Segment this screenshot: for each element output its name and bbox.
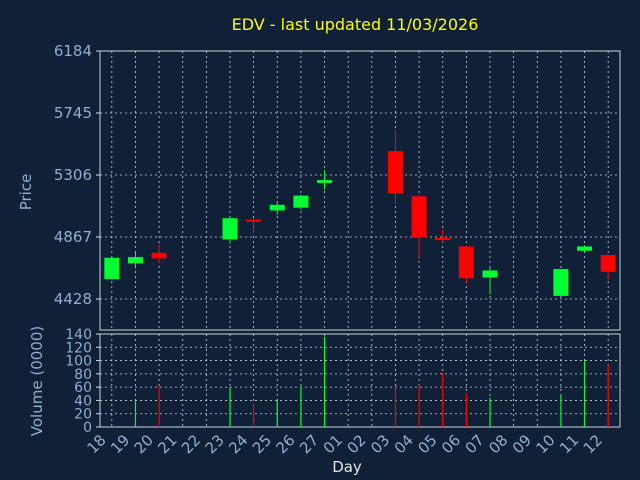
candle-body (411, 196, 427, 238)
candle-body (482, 270, 498, 278)
candle-body (577, 246, 593, 251)
volume-bar (560, 395, 562, 427)
volume-bar (442, 372, 444, 427)
volume-bar (134, 400, 137, 427)
volume-axis-label: Volume (0000) (28, 326, 46, 436)
volume-tick-label: 60 (74, 380, 92, 396)
candle-body (151, 252, 167, 259)
price-tick-label: 4867 (54, 228, 92, 246)
candle-body (553, 269, 569, 296)
candle-body (317, 180, 333, 183)
volume-tick-label: 80 (74, 367, 92, 383)
volume-bar (465, 393, 467, 427)
candle-body (435, 237, 451, 241)
price-tick-label: 5745 (54, 104, 92, 122)
volume-bar (253, 403, 255, 427)
candle-body (127, 257, 143, 264)
candle-body (387, 151, 403, 194)
price-axis-label: Price (17, 174, 35, 211)
volume-bar (323, 336, 326, 427)
volume-tick-label: 0 (83, 420, 92, 436)
volume-bar (394, 387, 397, 427)
candle-body (246, 219, 262, 222)
volume-bar (607, 364, 609, 427)
volume-bar (300, 387, 302, 427)
candle-body (458, 246, 474, 279)
chart-title: EDV - last updated 11/03/2026 (232, 15, 479, 34)
volume-bar (418, 385, 420, 427)
price-tick-label: 6184 (54, 42, 92, 60)
candle-body (600, 254, 616, 272)
price-tick-label: 5306 (54, 166, 92, 184)
volume-tick-label: 40 (74, 393, 92, 409)
volume-tick-label: 120 (65, 340, 92, 356)
volume-tick-label: 20 (74, 407, 92, 423)
price-tick-label: 4428 (54, 290, 92, 308)
volume-bar (489, 397, 491, 427)
candle-body (293, 195, 309, 208)
volume-tick-label: 140 (65, 327, 92, 343)
volume-bar (583, 360, 586, 427)
candle-body (104, 257, 120, 279)
volume-tick-label: 100 (65, 354, 92, 370)
day-axis-label: Day (332, 458, 362, 476)
volume-bar (276, 399, 278, 427)
volume-bar (158, 385, 160, 427)
volume-bar (229, 387, 231, 427)
candle-body (269, 204, 285, 211)
candle-body (222, 218, 238, 240)
